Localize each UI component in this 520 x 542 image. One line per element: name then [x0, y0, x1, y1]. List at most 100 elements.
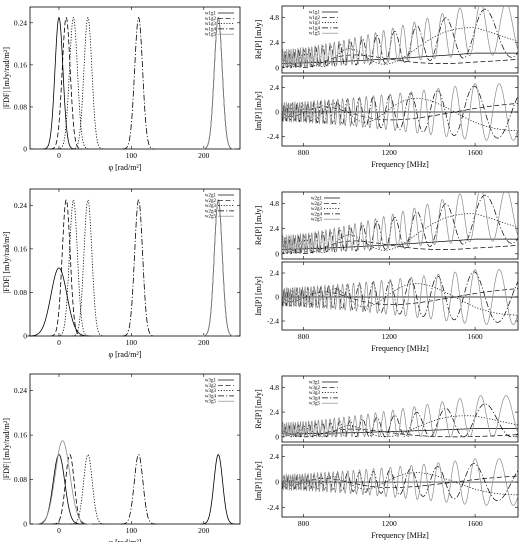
fdf-row2-xlabel: φ [rad/m²] — [108, 350, 141, 359]
im-row1-xlabel: Frequency [MHz] — [371, 160, 429, 169]
re-row3-legend-label: w3g4 — [309, 396, 321, 401]
fdf-row3-legend-label: w3g3 — [205, 389, 217, 394]
fdf-row1-series-w1g2-peak — [50, 17, 83, 150]
fdf-row2-ylabel: |FDF| [mJy/rad/m²] — [2, 231, 11, 293]
re-row1-frame — [281, 5, 519, 74]
fdf-row1-ylabel: |FDF| [mJy/rad/m²] — [2, 47, 11, 109]
fdf-row2-ytick-label: 0 — [23, 332, 27, 341]
re-row3-legend-label: w3g1 — [309, 381, 321, 386]
re-row3-legend-label: w3g5 — [309, 402, 321, 407]
re-row3-series-5 — [282, 395, 518, 438]
im-row3-series-5 — [282, 458, 518, 506]
im-row3-xtick-label: 800 — [298, 519, 310, 528]
fdf-row3-legend-label: w3g2 — [205, 384, 217, 389]
re-row3-ylabel: Re[P] [mJy] — [254, 389, 263, 429]
fdf-row1-xlabel: φ [rad/m²] — [108, 163, 141, 172]
fdf-row2-xtick-label: 100 — [126, 338, 138, 347]
im-row2-frame — [281, 261, 519, 331]
fdf-row1-legend-label: w1g4 — [205, 27, 217, 32]
im-row2-ylabel: Im[P] [mJy] — [254, 276, 263, 316]
fdf-row2-series-w2g4-peak — [122, 199, 155, 337]
re-row1-legend-label: w1g5 — [309, 32, 321, 37]
fdf-row2-xtick-label: 200 — [198, 338, 210, 347]
fdf-row1-series-w1g5-peak — [202, 17, 235, 150]
fdf-row3-xtick-label: 0 — [57, 526, 61, 535]
fdf-row3-ytick-label: 0.08 — [14, 475, 27, 484]
fdf-row1-series-w1g3-peak — [71, 17, 104, 150]
re-row3-legend-label: w3g3 — [309, 391, 321, 396]
fdf-row2-ytick-label: 0.08 — [14, 288, 27, 297]
re-row2-frame — [281, 191, 519, 260]
fdf-row3-xtick-label: 100 — [126, 526, 138, 535]
im-row3-series-3 — [282, 472, 518, 496]
fdf-row2-series-w2g3-peak — [71, 199, 104, 337]
im-row1-ylabel: Im[P] [mJy] — [254, 91, 263, 131]
fdf-row1-ytick-label: 0.16 — [14, 60, 27, 69]
re-row1-series-3 — [282, 27, 518, 68]
fdf-row2-ytick-label: 0.24 — [14, 201, 27, 210]
im-row2-ytick-label: 0 — [275, 293, 279, 302]
re-row2-legend-label: w2g4 — [311, 212, 323, 217]
fdf-row2-legend-label: w2g5 — [205, 215, 217, 220]
im-row3-ytick-label: -2.4 — [267, 503, 279, 512]
fdf-row2-legend-label: w2g1 — [205, 194, 217, 199]
fdf-row2-legend-label: w2g4 — [205, 209, 217, 214]
im-row3-ytick-label: 2.4 — [270, 452, 280, 461]
im-row2-xtick-label: 1600 — [468, 332, 483, 341]
im-row1-xtick-label: 1600 — [468, 148, 483, 157]
re-row3-ytick-label: 0 — [275, 432, 279, 441]
fdf-row2-frame — [29, 188, 241, 337]
re-row1-series-5 — [282, 6, 518, 68]
fdf-row3-ytick-label: 0.24 — [14, 386, 27, 395]
fdf-row1-xtick-label: 100 — [126, 151, 138, 160]
fdf-row3-frame — [29, 373, 241, 525]
re-row2-legend-label: w2g3 — [311, 207, 323, 212]
im-row2-xlabel: Frequency [MHz] — [371, 344, 429, 353]
fdf-row1-legend-label: w1g2 — [205, 17, 217, 22]
re-row3-ytick-label: 2.4 — [270, 408, 280, 417]
re-row2-ytick-label: 4.8 — [270, 199, 280, 208]
fdf-row2-series-w2g1-peak — [202, 199, 235, 337]
fdf-row1-frame — [29, 6, 241, 150]
fdf-row2-xtick-label: 0 — [57, 338, 61, 347]
im-row2-xtick-label: 800 — [298, 332, 310, 341]
fdf-row3-series-w3g1-peak — [200, 454, 236, 525]
fdf-row2-series-w2g3-peak — [57, 199, 90, 337]
fdf-row3-series-w3g1-peak — [35, 454, 83, 525]
fdf-row3-series-w3g2-peak — [52, 454, 88, 525]
im-row1-ytick-label: -2.4 — [267, 132, 279, 141]
re-row2-ytick-label: 2.4 — [270, 224, 280, 233]
fdf-row1-ytick-label: 0.08 — [14, 102, 27, 111]
fdf-row3-ytick-label: 0 — [23, 520, 27, 529]
fdf-row3-series-w3g3-peak — [70, 454, 106, 525]
re-row1-ytick-label: 0 — [275, 63, 279, 72]
fdf-row1-xtick-label: 200 — [198, 151, 210, 160]
re-row1-legend-label: w1g1 — [309, 11, 321, 16]
im-row2-ytick-label: -2.4 — [267, 317, 279, 326]
re-row2-legend-label: w2g5 — [311, 218, 323, 223]
fdf-row3-xlabel: φ [rad/m²] — [108, 538, 141, 542]
re-row1-legend-label: w1g2 — [309, 16, 321, 21]
fdf-row1-series-w1g1-peak — [43, 17, 75, 150]
re-row2-legend-label: w2g1 — [311, 197, 323, 202]
re-row1-ylabel: Re[P] [mJy] — [254, 20, 263, 60]
fdf-row3-xtick-label: 200 — [198, 526, 210, 535]
im-row2-xtick-label: 1200 — [382, 332, 397, 341]
fdf-row1-ytick-label: 0.24 — [14, 18, 27, 27]
im-row3-frame — [281, 444, 519, 518]
fdf-row3-series-w3g4-peak — [121, 454, 157, 525]
re-row2-legend-label: w2g2 — [311, 202, 323, 207]
im-row2-series-2 — [282, 288, 518, 306]
im-row3-xtick-label: 1600 — [468, 519, 483, 528]
re-row3-legend-label: w3g2 — [309, 386, 321, 391]
re-row3-ytick-label: 4.8 — [270, 383, 280, 392]
fdf-row2-series-w2g5-peak — [202, 199, 235, 337]
im-row3-xtick-label: 1200 — [382, 519, 397, 528]
re-row2-series-5 — [282, 192, 518, 254]
re-row3-series-1 — [282, 428, 518, 435]
im-row3-ylabel: Im[P] [mJy] — [254, 461, 263, 501]
re-row1-series-1 — [282, 52, 518, 64]
re-row2-ytick-label: 0 — [275, 249, 279, 258]
re-row3-series-3 — [282, 415, 518, 438]
fdf-row1-ytick-label: 0 — [23, 145, 27, 154]
